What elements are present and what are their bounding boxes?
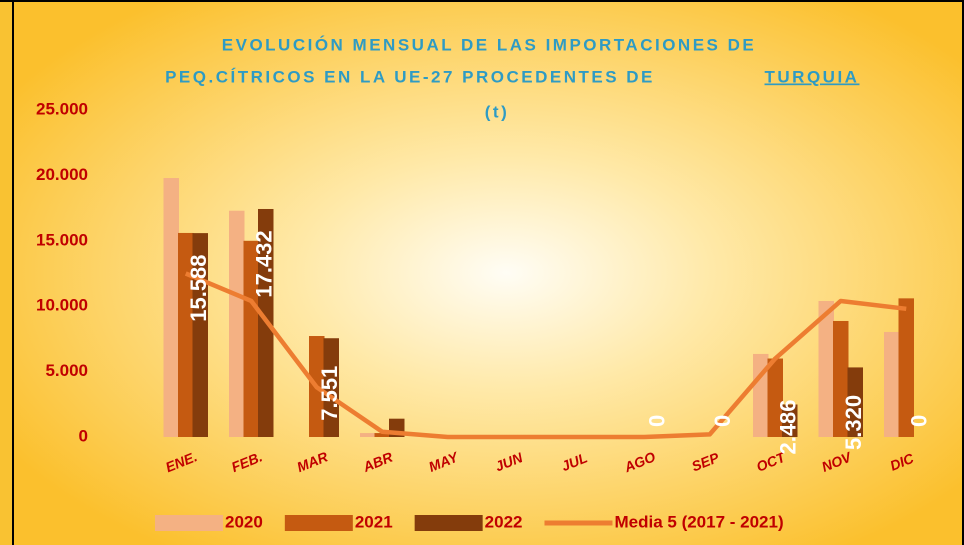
legend-swatch	[155, 515, 223, 531]
bar	[847, 367, 863, 437]
line	[184, 271, 907, 440]
bar	[374, 433, 390, 437]
bar	[243, 240, 259, 437]
data-label: 0	[710, 415, 735, 427]
bar	[767, 358, 783, 437]
chart-title: (t)	[485, 102, 509, 121]
chart-title: EVOLUCIÓN MENSUAL DE LAS IMPORTACIONES D…	[222, 35, 756, 54]
data-label: 5.320	[841, 395, 866, 450]
chart-title: PEQ.CÍTRICOS EN LA UE-27 PROCEDENTES DE	[165, 67, 655, 86]
bar	[818, 300, 834, 437]
legend-label: Media 5 (2017 - 2021)	[614, 512, 783, 531]
bar	[323, 338, 339, 437]
bar	[884, 331, 900, 437]
legend-swatch	[414, 515, 483, 531]
bar	[163, 178, 179, 438]
y-tick-label: 15.000	[36, 230, 88, 249]
legend-label: 2020	[225, 512, 263, 531]
legend-swatch	[284, 515, 353, 531]
data-label: 7.551	[317, 366, 342, 421]
bar	[898, 298, 914, 437]
y-tick-label: 10.000	[36, 296, 88, 315]
bar	[360, 433, 376, 437]
data-label: 17.432	[252, 230, 277, 297]
data-label: 0	[645, 415, 670, 427]
y-tick-label: 20.000	[36, 165, 88, 184]
bar	[229, 210, 245, 437]
data-label: 15.588	[186, 254, 211, 321]
data-label: 0	[907, 415, 932, 427]
bar	[178, 232, 194, 437]
bar	[782, 404, 798, 437]
data-label: 2.486	[776, 399, 801, 454]
y-tick-label: 5.000	[45, 361, 88, 380]
bar	[753, 353, 769, 437]
legend-label: 2022	[485, 512, 523, 531]
y-tick-label: 0	[79, 426, 88, 445]
y-tick-label: 25.000	[36, 99, 88, 118]
bar	[833, 320, 849, 437]
chart-title: TURQUIA	[765, 67, 860, 86]
bar	[192, 233, 208, 437]
legend-label: 2021	[355, 512, 393, 531]
